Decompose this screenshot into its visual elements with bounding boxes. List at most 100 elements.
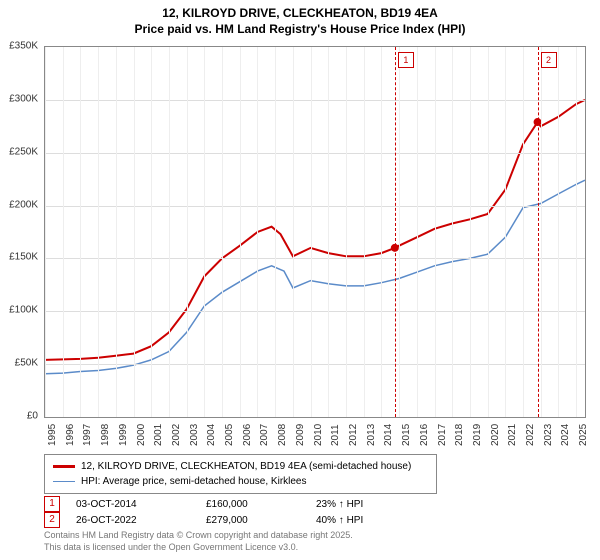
- gridline-v: [399, 47, 400, 417]
- gridline-v: [134, 47, 135, 417]
- x-axis-label: 2008: [277, 424, 288, 446]
- legend-swatch: [53, 481, 75, 483]
- footnote-line-1: Contains HM Land Registry data © Crown c…: [44, 530, 353, 542]
- gridline-h: [45, 153, 585, 154]
- gridline-v: [116, 47, 117, 417]
- x-axis-label: 2003: [189, 424, 200, 446]
- x-axis-label: 2006: [242, 424, 253, 446]
- gridline-v: [328, 47, 329, 417]
- gridline-v: [151, 47, 152, 417]
- gridline-v: [435, 47, 436, 417]
- x-axis-label: 2011: [330, 424, 341, 446]
- x-axis-label: 1997: [82, 424, 93, 446]
- x-axis-label: 2015: [401, 424, 412, 446]
- gridline-v: [98, 47, 99, 417]
- gridline-v: [488, 47, 489, 417]
- gridline-v: [240, 47, 241, 417]
- row-relative: 23% ↑ HPI: [316, 499, 436, 510]
- gridline-v: [311, 47, 312, 417]
- x-axis-label: 1996: [65, 424, 76, 446]
- gridline-v: [63, 47, 64, 417]
- x-axis-label: 2020: [490, 424, 501, 446]
- x-axis-label: 2013: [366, 424, 377, 446]
- legend-row: 12, KILROYD DRIVE, CLECKHEATON, BD19 4EA…: [53, 459, 428, 474]
- x-axis-label: 2022: [525, 424, 536, 446]
- legend-row: HPI: Average price, semi-detached house,…: [53, 474, 428, 489]
- y-axis-label: £150K: [0, 252, 38, 263]
- series-line: [45, 100, 585, 360]
- gridline-h: [45, 364, 585, 365]
- row-date: 03-OCT-2014: [76, 499, 206, 510]
- gridline-v: [204, 47, 205, 417]
- gridline-v: [293, 47, 294, 417]
- gridline-v: [505, 47, 506, 417]
- y-axis-label: £0: [0, 411, 38, 422]
- x-axis-label: 2019: [472, 424, 483, 446]
- chart-title: 12, KILROYD DRIVE, CLECKHEATON, BD19 4EA…: [0, 0, 600, 37]
- x-axis-label: 2005: [224, 424, 235, 446]
- x-axis-label: 1999: [118, 424, 129, 446]
- title-line-1: 12, KILROYD DRIVE, CLECKHEATON, BD19 4EA: [0, 6, 600, 22]
- x-axis-label: 2018: [454, 424, 465, 446]
- gridline-v: [452, 47, 453, 417]
- gridline-v: [169, 47, 170, 417]
- x-axis-label: 2024: [560, 424, 571, 446]
- y-axis-label: £300K: [0, 93, 38, 104]
- row-date: 26-OCT-2022: [76, 515, 206, 526]
- footnote-line-2: This data is licensed under the Open Gov…: [44, 542, 353, 554]
- gridline-v: [222, 47, 223, 417]
- gridline-h: [45, 206, 585, 207]
- gridline-v: [257, 47, 258, 417]
- legend: 12, KILROYD DRIVE, CLECKHEATON, BD19 4EA…: [44, 454, 437, 494]
- x-axis-label: 2009: [295, 424, 306, 446]
- y-axis-label: £350K: [0, 41, 38, 52]
- table-row: 2 26-OCT-2022£279,00040% ↑ HPI: [44, 512, 436, 528]
- gridline-v: [417, 47, 418, 417]
- gridline-v: [523, 47, 524, 417]
- row-badge: 1: [44, 496, 60, 512]
- x-axis-label: 2001: [153, 424, 164, 446]
- gridline-v: [541, 47, 542, 417]
- y-axis-label: £200K: [0, 199, 38, 210]
- y-axis-label: £100K: [0, 305, 38, 316]
- gridline-h: [45, 311, 585, 312]
- row-relative: 40% ↑ HPI: [316, 515, 436, 526]
- x-axis-label: 2023: [543, 424, 554, 446]
- table-row: 1 03-OCT-2014£160,00023% ↑ HPI: [44, 496, 436, 512]
- line-plot: [45, 47, 585, 417]
- legend-swatch: [53, 465, 75, 468]
- gridline-h: [45, 258, 585, 259]
- plot-area: [44, 46, 586, 418]
- x-axis-label: 2025: [578, 424, 589, 446]
- x-axis-label: 2004: [206, 424, 217, 446]
- x-axis-label: 1998: [100, 424, 111, 446]
- legend-label: HPI: Average price, semi-detached house,…: [81, 474, 307, 489]
- x-axis-label: 2012: [348, 424, 359, 446]
- marker-badge: 2: [541, 52, 557, 68]
- row-badge: 2: [44, 512, 60, 528]
- x-axis-label: 1995: [47, 424, 58, 446]
- gridline-v: [45, 47, 46, 417]
- gridline-v: [470, 47, 471, 417]
- chart-container: 12, KILROYD DRIVE, CLECKHEATON, BD19 4EA…: [0, 0, 600, 560]
- row-price: £279,000: [206, 515, 316, 526]
- x-axis-label: 2010: [313, 424, 324, 446]
- gridline-v: [576, 47, 577, 417]
- x-axis-label: 2021: [507, 424, 518, 446]
- gridline-h: [45, 100, 585, 101]
- marker-line: [538, 47, 539, 417]
- gridline-v: [346, 47, 347, 417]
- x-axis-label: 2014: [383, 424, 394, 446]
- gridline-v: [381, 47, 382, 417]
- series-line: [45, 180, 585, 374]
- title-line-2: Price paid vs. HM Land Registry's House …: [0, 22, 600, 38]
- sales-table: 1 03-OCT-2014£160,00023% ↑ HPI 2 26-OCT-202…: [44, 496, 436, 528]
- x-axis-label: 2007: [259, 424, 270, 446]
- x-axis-label: 2017: [437, 424, 448, 446]
- gridline-v: [364, 47, 365, 417]
- gridline-v: [80, 47, 81, 417]
- legend-label: 12, KILROYD DRIVE, CLECKHEATON, BD19 4EA…: [81, 459, 411, 474]
- y-axis-label: £250K: [0, 146, 38, 157]
- row-price: £160,000: [206, 499, 316, 510]
- marker-line: [395, 47, 396, 417]
